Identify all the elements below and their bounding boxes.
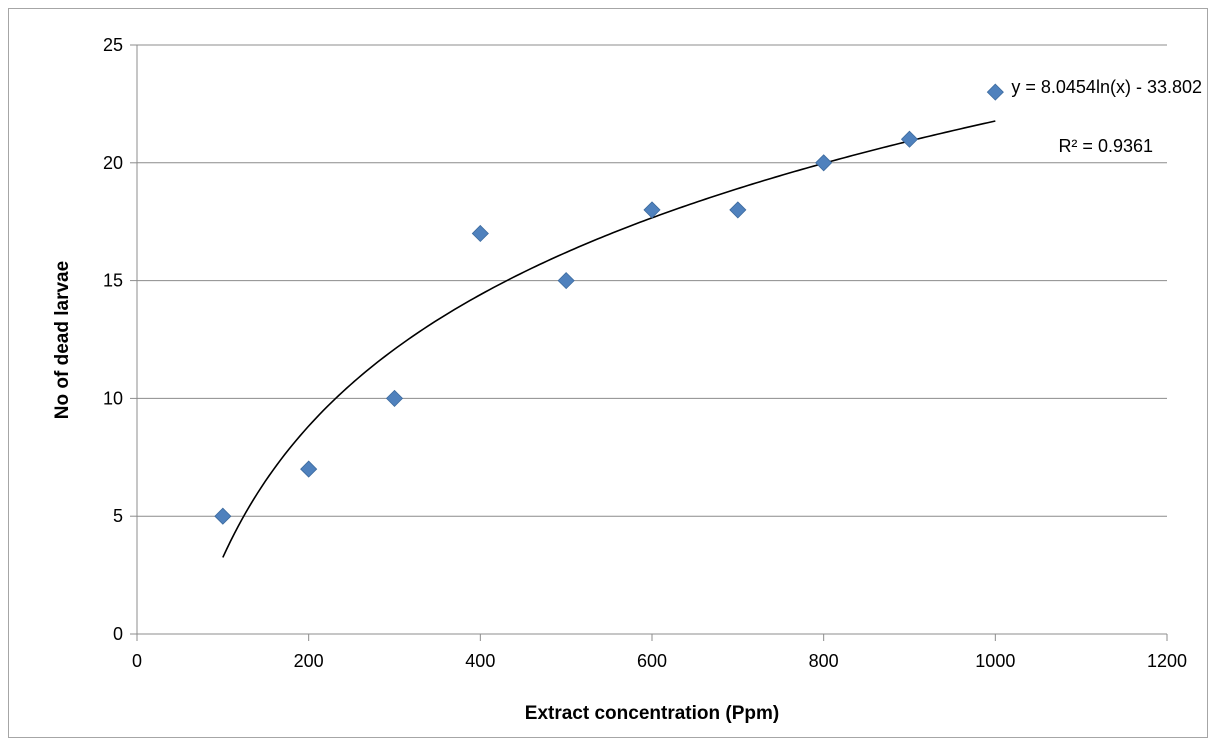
data-point-900 — [900, 130, 919, 148]
x-tick-label-1200: 1200 — [1147, 651, 1187, 671]
y-tick-label-0: 0 — [113, 624, 123, 644]
data-point-1000 — [986, 83, 1004, 101]
data-point-600 — [643, 201, 661, 219]
x-tick-label-400: 400 — [465, 651, 495, 671]
y-tick-labels: 0 5 10 15 20 25 — [103, 35, 123, 644]
data-point-200 — [300, 460, 318, 478]
trendline-group — [222, 120, 996, 558]
data-point-800 — [815, 154, 833, 172]
y-tick-label-10: 10 — [103, 388, 123, 408]
trendline — [222, 120, 996, 558]
x-tick-label-200: 200 — [294, 651, 324, 671]
gridlines — [137, 44, 1167, 517]
x-tick-labels: 0 200 400 600 800 1000 1200 — [132, 651, 1187, 671]
data-point-100 — [214, 507, 232, 525]
x-tick-label-1000: 1000 — [975, 651, 1015, 671]
y-tick-label-15: 15 — [103, 271, 123, 291]
r-squared-label: R² = 0.9361 — [1058, 136, 1153, 156]
x-tick-label-0: 0 — [132, 651, 142, 671]
x-tick-label-800: 800 — [809, 651, 839, 671]
data-points — [214, 83, 1004, 525]
data-point-300 — [385, 389, 404, 407]
y-tick-label-5: 5 — [113, 506, 123, 526]
y-tick-label-20: 20 — [103, 153, 123, 173]
data-point-700 — [729, 201, 747, 219]
data-point-500 — [557, 272, 575, 290]
x-axis-title: Extract concentration (Ppm) — [525, 703, 779, 724]
trendline-equation: y = 8.0454ln(x) - 33.802 — [1011, 77, 1202, 97]
data-point-400 — [471, 224, 489, 243]
y-tick-label-25: 25 — [103, 35, 123, 55]
y-axis-title: No of dead larvae — [52, 261, 73, 419]
chart-frame — [8, 8, 1208, 738]
x-tick-label-600: 600 — [637, 651, 667, 671]
axes — [130, 44, 1168, 641]
